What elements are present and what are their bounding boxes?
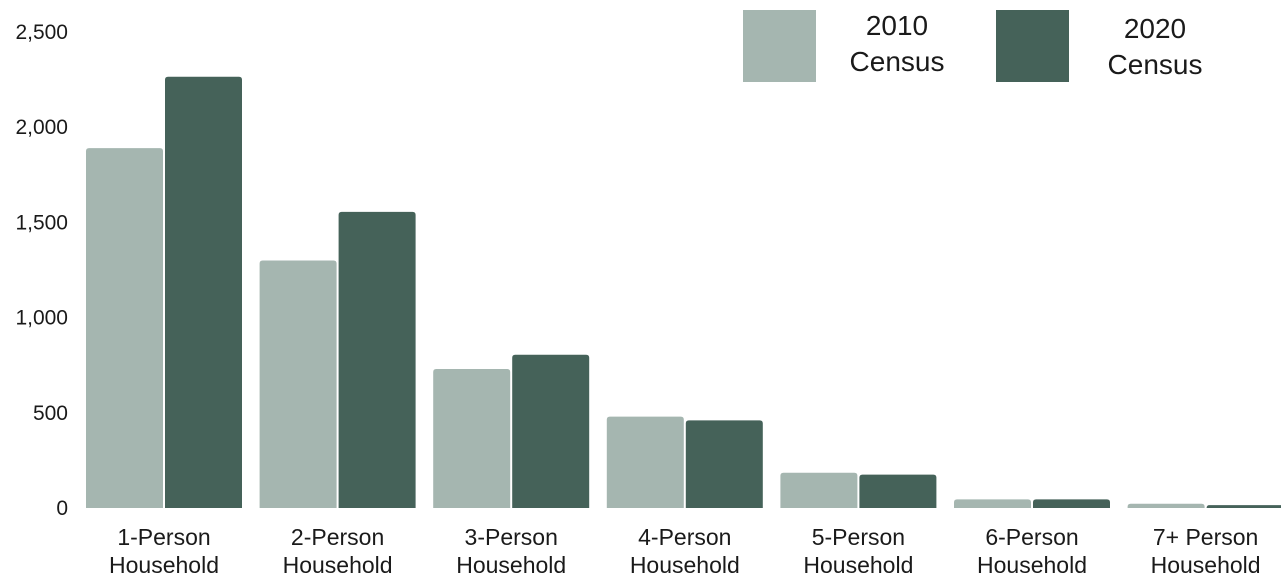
y-tick-label: 2,000: [15, 116, 68, 139]
legend: 2010 Census 2020 Census: [743, 10, 1202, 82]
y-tick-label: 1,500: [15, 211, 68, 234]
y-axis: 0 500 1,000 1,500 2,000 2,500: [15, 21, 68, 520]
bar-2010-1: [86, 148, 163, 509]
bar-2020-6: [1033, 499, 1110, 508]
y-tick-label: 500: [33, 402, 68, 425]
x-tick-label: 4-Person: [638, 524, 731, 550]
bar-2020-3: [512, 354, 590, 508]
x-tick-label: Household: [1151, 552, 1261, 578]
x-tick-label: 1-Person: [117, 524, 210, 550]
x-axis: 1-PersonHousehold2-PersonHousehold3-Pers…: [109, 524, 1261, 578]
legend-swatch: [743, 10, 816, 82]
x-tick-label: Household: [630, 552, 740, 578]
x-tick-label: Household: [283, 552, 393, 578]
bar-2020-2: [338, 211, 416, 509]
y-tick-label: 2,500: [15, 21, 68, 44]
bar-2010-5: [780, 472, 858, 508]
x-tick-label: Household: [977, 552, 1087, 578]
legend-label: 2010: [866, 10, 928, 41]
x-tick-label: 6-Person: [985, 524, 1078, 550]
bar-2010-2: [259, 260, 337, 508]
bar-2020-4: [685, 420, 763, 508]
bar-2010-6: [954, 499, 1031, 508]
bar-2010-4: [606, 416, 684, 508]
x-tick-label: Household: [456, 552, 566, 578]
legend-label: Census: [850, 46, 945, 77]
x-tick-label: 5-Person: [812, 524, 905, 550]
legend-label: 2020: [1124, 13, 1186, 44]
bar-2020-5: [859, 474, 937, 508]
x-tick-label: Household: [109, 552, 219, 578]
legend-label: Census: [1108, 49, 1203, 80]
bar-2010-7: [1127, 503, 1205, 508]
x-tick-label: 7+ Person: [1153, 524, 1259, 550]
x-tick-label: Household: [803, 552, 913, 578]
y-tick-label: 0: [56, 497, 68, 520]
bar-2020-7: [1206, 505, 1281, 508]
y-tick-label: 1,000: [15, 307, 68, 330]
bars: [86, 76, 1281, 509]
bar-2020-1: [165, 76, 242, 508]
x-tick-label: 2-Person: [291, 524, 384, 550]
legend-swatch: [996, 10, 1069, 82]
bar-2010-3: [433, 369, 511, 508]
x-tick-label: 3-Person: [465, 524, 558, 550]
